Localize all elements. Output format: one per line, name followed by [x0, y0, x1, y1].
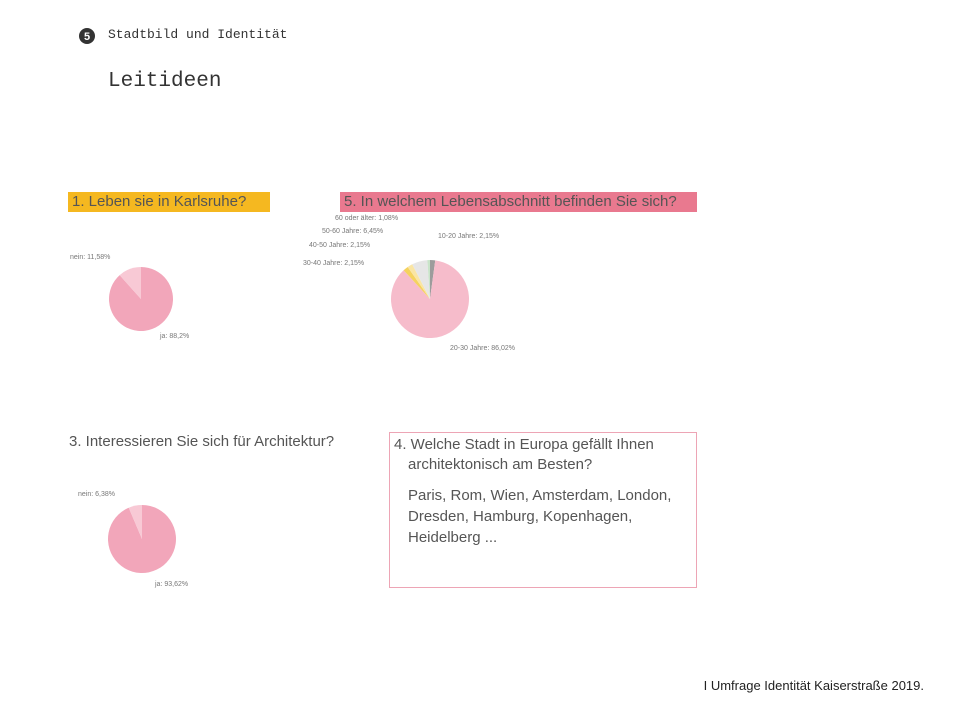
slice-label: ja: 88,2% — [159, 333, 189, 340]
badge-circle — [79, 28, 95, 44]
footer: I Umfrage Identität Kaiserstraße 2019. — [703, 678, 924, 693]
slice-label: nein: 11,58% — [70, 254, 110, 261]
chart-title: 5. In welchem Lebensabschnitt befinden S… — [340, 192, 697, 212]
pie-slice — [427, 260, 430, 299]
pie-slice — [107, 505, 176, 574]
slice-label: nein: 6,38% — [78, 491, 115, 498]
slice-label: 40-50 Jahre: 2,15% — [309, 242, 370, 249]
question-box: 4. Welche Stadt in Europa gefällt Ihnen … — [389, 432, 697, 588]
chart-title: 3. Interessieren Sie sich für Architektu… — [69, 433, 335, 450]
question-answer: Paris, Rom, Wien, Amsterdam, London, Dre… — [408, 487, 672, 546]
slice-label: 10-20 Jahre: 2,15% — [438, 233, 499, 240]
pie-slice — [119, 267, 141, 299]
slice-label: ja: 93,62% — [154, 581, 188, 588]
chart-title: 1. Leben sie in Karlsruhe? — [68, 192, 270, 212]
badge: 5 — [84, 31, 90, 43]
pie-slice — [407, 264, 430, 299]
page-title: Leitideen — [108, 70, 222, 93]
section-title: Stadtbild und Identität — [108, 27, 288, 42]
pie-slice — [391, 260, 470, 338]
slice-label: 30-40 Jahre: 2,15% — [303, 260, 364, 267]
pie-slice — [412, 260, 430, 299]
pie-slice — [128, 505, 142, 539]
pie-slice — [430, 260, 436, 299]
pie-slice — [403, 266, 430, 299]
slice-label: 50-60 Jahre: 6,45% — [322, 228, 383, 235]
slice-label: 20-30 Jahre: 86,02% — [450, 345, 515, 352]
slice-label: 60 oder älter: 1,08% — [335, 215, 398, 222]
question-title: 4. Welche Stadt in Europa gefällt Ihnen … — [394, 436, 654, 473]
